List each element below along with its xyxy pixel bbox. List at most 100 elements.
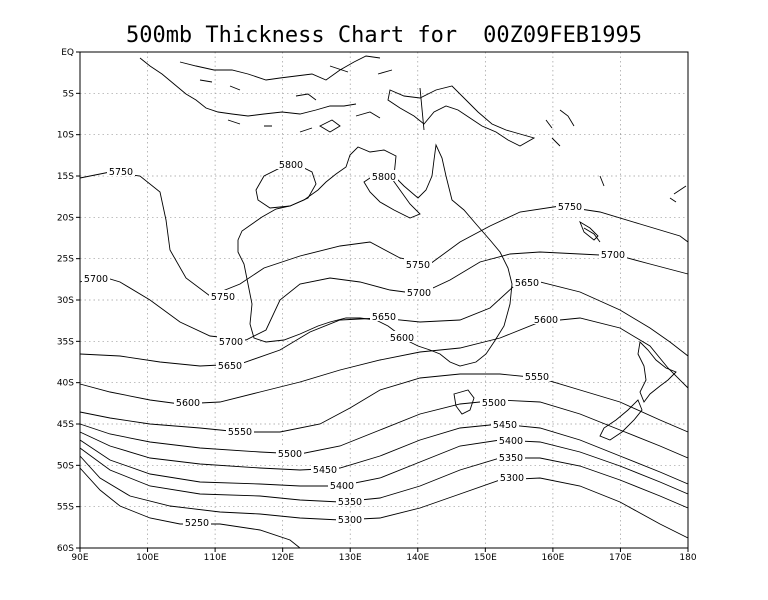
contour-label-5800: 5800 [279, 160, 303, 171]
lon-tick-label: 100E [136, 553, 159, 563]
lon-tick-label: 140E [406, 553, 429, 563]
contour-label-bg [336, 495, 364, 506]
contour-label-bg [370, 170, 398, 181]
contour-label-5700: 5700 [219, 337, 243, 348]
contour-label-5350: 5350 [338, 497, 362, 508]
lat-tick-label: 55S [57, 503, 74, 513]
contour-5600 [79, 317, 689, 405]
contour-5700 [79, 251, 689, 341]
contour-label-bg [532, 313, 560, 324]
contour-5450 [79, 423, 689, 485]
new-zealand-south-coast [599, 399, 643, 441]
new-guinea-coast [387, 85, 536, 147]
contour-label-5700: 5700 [601, 250, 625, 261]
lon-tick-label: 170E [609, 553, 632, 563]
contour-label-bg [183, 516, 211, 527]
contour-5300 [79, 455, 689, 539]
contour-label-5450: 5450 [493, 420, 517, 431]
lon-tick-label: 120E [271, 553, 294, 563]
contour-5400 [79, 439, 689, 495]
lat-tick-label: 30S [57, 296, 74, 306]
lon-tick-label: 150E [474, 553, 497, 563]
contour-5350 [79, 447, 689, 509]
contour-label-bg [328, 479, 356, 490]
lat-tick-label: 10S [57, 131, 74, 141]
contour-5800-west [255, 165, 317, 209]
contour-label-bg [599, 248, 627, 259]
lat-tick-label: EQ [61, 48, 74, 58]
contour-5250 [79, 467, 301, 549]
contour-label-bg [491, 418, 519, 429]
lat-tick-label: 15S [57, 172, 74, 182]
contour-label-5750: 5750 [406, 260, 430, 271]
contour-label-5350: 5350 [499, 453, 523, 464]
australia-coast [237, 143, 513, 367]
lat-tick-label: 60S [57, 544, 74, 554]
pacific-islands [545, 109, 687, 243]
chart-title: 500mb Thickness Chart for 00Z09FEB1995 [126, 23, 642, 48]
contour-label-5800: 5800 [372, 172, 396, 183]
contour-label-bg [404, 258, 432, 269]
lat-tick-label: 20S [57, 213, 74, 223]
contour-label-bg [480, 396, 508, 407]
new-caledonia [579, 220, 599, 241]
lon-tick-label: 160E [541, 553, 564, 563]
lat-tick-label: 5S [63, 89, 75, 99]
contour-label-bg [497, 451, 525, 462]
contour-label-bg [556, 200, 584, 211]
contour-5550 [79, 373, 689, 433]
contour-label-5650: 5650 [515, 278, 539, 289]
lat-tick-label: 50S [57, 461, 74, 471]
contour-label-5600: 5600 [390, 333, 414, 344]
contour-label-bg [217, 335, 245, 346]
lon-tick-label: 130E [339, 553, 362, 563]
lon-tick-label: 180 [679, 553, 696, 563]
lat-tick-label: 45S [57, 420, 74, 430]
lon-tick-label: 90E [71, 553, 88, 563]
lat-tick-label: 40S [57, 379, 74, 389]
contour-label-bg [276, 447, 304, 458]
title-text: 500mb Thickness Chart for [126, 23, 457, 48]
contour-label-bg [498, 471, 526, 482]
contour-label-bg [513, 276, 541, 287]
contour-label-bg [174, 396, 202, 407]
contour-label-5400: 5400 [330, 481, 354, 492]
contour-label-5400: 5400 [499, 436, 523, 447]
contour-label-bg [311, 463, 339, 474]
new-zealand-north-coast [637, 341, 677, 403]
contour-label-5600: 5600 [176, 398, 200, 409]
contour-label-5550: 5550 [228, 427, 252, 438]
contour-label-bg [497, 434, 525, 445]
contour-label-5300: 5300 [500, 473, 524, 484]
contour-label-bg [209, 290, 237, 301]
contour-5500 [79, 399, 689, 459]
contour-label-5650: 5650 [372, 312, 396, 323]
contour-label-5700: 5700 [84, 274, 108, 285]
contour-label-5550: 5550 [525, 372, 549, 383]
contour-label-5750: 5750 [211, 292, 235, 303]
datetime-text: 00Z09FEB1995 [483, 23, 642, 48]
contour-label-bg [107, 165, 135, 176]
contour-label-bg [336, 513, 364, 524]
contour-label-bg [388, 331, 416, 342]
contour-label-5500: 5500 [482, 398, 506, 409]
tasmania-coast [453, 389, 475, 415]
coastlines [139, 55, 687, 441]
contour-label-bg [405, 286, 433, 297]
contour-label-bg [226, 425, 254, 436]
contour-label-bg [277, 158, 305, 169]
contour-label-bg [370, 310, 398, 321]
contour-labels: 5250 5300 5300 5350 5350 5400 5400 5450 5450 5500… [82, 158, 627, 529]
axis-ticks: 90E 100E 110E 120E 130E 140E 150E 160E 170E 180 EQ… [57, 48, 697, 563]
contour-label-5750: 5750 [109, 167, 133, 178]
contour-label-bg [523, 370, 551, 381]
contour-5650 [79, 281, 689, 367]
thickness-contours [79, 165, 689, 549]
contour-label-5250: 5250 [185, 518, 209, 529]
contour-label-5750: 5750 [558, 202, 582, 213]
contour-label-bg [82, 272, 110, 283]
contour-label-bg [216, 359, 244, 370]
contour-label-5450: 5450 [313, 465, 337, 476]
contour-5750 [79, 171, 689, 297]
